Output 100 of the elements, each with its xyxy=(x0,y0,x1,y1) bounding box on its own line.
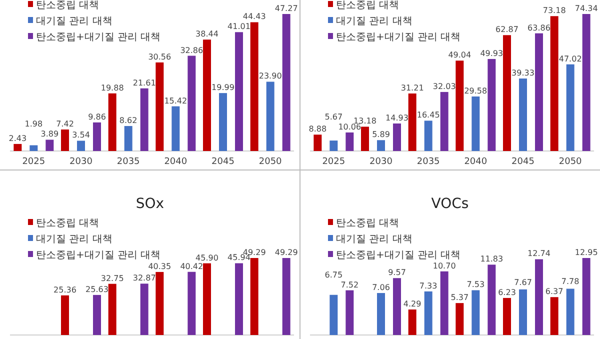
data-label: 8.88 xyxy=(308,124,327,134)
bar xyxy=(203,40,211,151)
data-label: 3.54 xyxy=(72,130,90,140)
data-label: 7.67 xyxy=(514,278,532,287)
data-label: 30.56 xyxy=(148,52,172,62)
data-label: 7.06 xyxy=(372,283,390,292)
data-label: 1.98 xyxy=(24,120,43,129)
bar xyxy=(535,33,543,151)
data-label: 32.86 xyxy=(180,46,204,55)
data-label: 31.21 xyxy=(400,83,424,92)
x-tick-label: 2045 xyxy=(512,157,534,167)
bar xyxy=(582,14,590,151)
x-tick-label: 2030 xyxy=(370,157,393,167)
x-tick-label: 2050 xyxy=(258,157,282,167)
data-label: 7.42 xyxy=(56,119,74,128)
data-label: 7.52 xyxy=(340,280,359,290)
bar xyxy=(14,144,22,151)
data-label: 10.70 xyxy=(432,261,456,270)
x-tick-label: 2030 xyxy=(70,157,93,167)
data-label: 40.42 xyxy=(180,262,204,271)
bar xyxy=(503,298,511,335)
x-tick-label: 2035 xyxy=(116,157,140,167)
legend-label: 탄소중립+대기질 관리 대책 xyxy=(336,32,461,43)
data-label: 49.04 xyxy=(448,50,472,60)
legend-label: 탄소중립 대책 xyxy=(36,218,100,229)
bar xyxy=(77,140,85,151)
bar xyxy=(219,93,227,151)
bar xyxy=(456,303,464,335)
bar xyxy=(314,134,322,151)
legend-label: 대기질 관리 대책 xyxy=(36,234,112,245)
bar xyxy=(156,272,164,335)
data-label: 5.89 xyxy=(372,130,390,140)
data-label: 7.53 xyxy=(466,280,485,290)
x-tick-label: 2050 xyxy=(558,157,582,167)
bar xyxy=(550,297,558,335)
bar xyxy=(456,60,464,151)
bar xyxy=(30,145,38,151)
x-tick-label: 2035 xyxy=(416,157,440,167)
bar xyxy=(93,122,101,151)
bar xyxy=(393,278,401,335)
bar xyxy=(361,126,369,151)
data-label: 49.29 xyxy=(274,248,298,257)
data-label: 2.43 xyxy=(8,134,27,143)
data-label: 44.43 xyxy=(242,12,266,22)
data-label: 5.37 xyxy=(450,293,469,302)
bar xyxy=(503,35,511,151)
legend-label: 탄소중립+대기질 관리 대책 xyxy=(336,250,461,261)
data-label: 32.03 xyxy=(432,82,456,91)
data-label: 32.75 xyxy=(100,274,124,283)
data-label: 62.87 xyxy=(496,25,518,34)
bar xyxy=(550,16,558,151)
bar xyxy=(46,140,54,151)
data-label: 12.74 xyxy=(528,249,550,258)
bar xyxy=(172,106,180,151)
bar xyxy=(235,263,243,335)
data-label: 32.87 xyxy=(132,274,156,283)
chart-title: SOx xyxy=(136,196,164,212)
data-label: 5.67 xyxy=(324,112,343,122)
data-label: 6.23 xyxy=(498,288,516,297)
data-label: 21.61 xyxy=(132,78,156,88)
bar xyxy=(408,93,416,151)
data-label: 10.06 xyxy=(338,122,362,132)
data-label: 6.75 xyxy=(324,270,343,280)
bar xyxy=(188,272,196,335)
bar xyxy=(61,295,69,335)
bar xyxy=(93,294,101,335)
bar xyxy=(250,22,258,151)
bar xyxy=(519,289,527,335)
data-label: 6.37 xyxy=(545,287,564,296)
data-label: 49.93 xyxy=(480,48,504,58)
data-label: 9.86 xyxy=(88,112,106,122)
bar xyxy=(282,258,290,335)
data-label: 38.44 xyxy=(196,30,218,39)
data-label: 47.27 xyxy=(274,4,298,13)
data-label: 39.33 xyxy=(512,68,534,78)
data-label: 11.83 xyxy=(480,254,504,264)
data-label: 41.01 xyxy=(228,22,250,32)
data-label: 47.02 xyxy=(558,54,582,64)
legend-label: 탄소중립+대기질 관리 대책 xyxy=(36,250,161,261)
chart-title: VOCs xyxy=(431,196,469,212)
bar xyxy=(440,92,448,151)
data-label: 73.18 xyxy=(542,6,566,16)
bar xyxy=(424,120,432,151)
bar xyxy=(488,264,496,335)
bar xyxy=(140,88,148,151)
bar xyxy=(424,291,432,335)
data-label: 4.29 xyxy=(403,299,422,308)
bar xyxy=(346,290,354,335)
legend-label: 대기질 관리 대책 xyxy=(336,16,412,27)
bar xyxy=(235,32,243,151)
bar xyxy=(108,93,116,151)
bar xyxy=(266,82,274,151)
bar xyxy=(566,288,574,335)
x-tick-label: 2040 xyxy=(164,157,188,167)
bar xyxy=(330,294,338,335)
data-label: 7.33 xyxy=(419,281,438,290)
data-label: 19.88 xyxy=(100,83,124,92)
data-label: 8.62 xyxy=(119,116,138,126)
bar xyxy=(519,78,527,151)
bar xyxy=(140,284,148,335)
